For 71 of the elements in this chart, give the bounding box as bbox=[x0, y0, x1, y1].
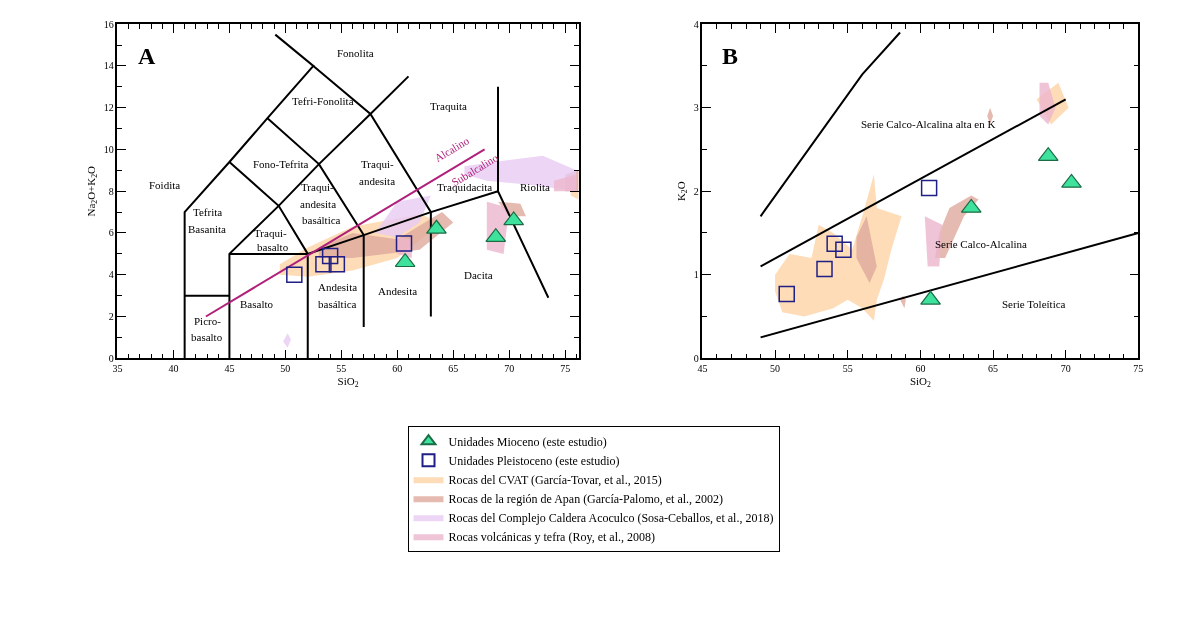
annotation: Traqui- bbox=[361, 158, 394, 170]
y-tick-label: 12 bbox=[103, 102, 114, 114]
annotation: Andesita bbox=[378, 285, 418, 297]
x-tick-label: 70 bbox=[504, 363, 515, 375]
annotation: Tefri-Fonolita bbox=[292, 95, 354, 107]
x-tick-label: 45 bbox=[224, 363, 235, 375]
y-tick-label: 0 bbox=[693, 352, 699, 364]
y-tick-label: 14 bbox=[103, 60, 114, 72]
x-tick-label: 50 bbox=[770, 363, 781, 375]
annotation: Dacita bbox=[464, 269, 493, 281]
annotation: Traqui- bbox=[301, 181, 334, 193]
point bbox=[920, 179, 938, 197]
annotation: Picro- bbox=[194, 315, 222, 327]
annotation: Andesita bbox=[318, 281, 358, 293]
annotation: Basalto bbox=[240, 298, 274, 310]
annotation: basáltica bbox=[302, 214, 341, 226]
point bbox=[1061, 173, 1082, 188]
legend-label: Rocas de la región de Apan (García-Palomo, et al., 2002) bbox=[448, 491, 724, 506]
annotation: Traquita bbox=[430, 100, 467, 112]
x-tick-label: 35 bbox=[112, 363, 123, 375]
legend-label: Rocas del CVAT (García-Tovar, et al., 2015) bbox=[448, 472, 662, 487]
point bbox=[826, 235, 843, 253]
x-tick-label: 65 bbox=[448, 363, 459, 375]
x-tick-label: 65 bbox=[988, 363, 999, 375]
annotation: Foidita bbox=[149, 179, 181, 191]
legend-label: Rocas del Complejo Caldera Acoculco (Sosa-Ceballos, et al., 2018) bbox=[448, 510, 774, 525]
y-tick-label: 0 bbox=[108, 352, 114, 364]
y-tick-label: 2 bbox=[108, 311, 114, 323]
x-tick-label: 55 bbox=[842, 363, 853, 375]
x-tick-label: 60 bbox=[915, 363, 926, 375]
x-tick-label: 75 bbox=[560, 363, 571, 375]
x-tick-label: 50 bbox=[280, 363, 291, 375]
y-tick-label: 1 bbox=[693, 269, 699, 281]
y-tick-label: 6 bbox=[108, 227, 114, 239]
x-axis-title: SiO$_{2}$ bbox=[337, 374, 359, 390]
x-tick-label: 45 bbox=[697, 363, 708, 375]
y-tick-label: 8 bbox=[108, 185, 114, 197]
annotation: basáltica bbox=[318, 298, 357, 310]
annotation: Serie Toleítica bbox=[1002, 298, 1066, 310]
legend-label: Unidades Mioceno (este estudio) bbox=[448, 434, 607, 449]
y-tick-label: 10 bbox=[103, 143, 114, 155]
point bbox=[835, 241, 852, 258]
x-tick-label: 75 bbox=[1133, 363, 1144, 375]
x-tick-label: 70 bbox=[1060, 363, 1071, 375]
annotation: andesita bbox=[300, 198, 337, 210]
y-tick-label: 2 bbox=[693, 185, 699, 197]
point bbox=[816, 260, 833, 278]
annotation: Fono-Tefrita bbox=[253, 158, 309, 170]
annotation: Riolita bbox=[520, 181, 551, 193]
annotation: Tefrita bbox=[193, 206, 223, 218]
y-tick-label: 3 bbox=[693, 102, 699, 114]
text: B bbox=[722, 43, 739, 69]
point bbox=[778, 285, 795, 303]
annotation: andesita bbox=[359, 175, 396, 187]
y-tick-label: 4 bbox=[108, 269, 114, 281]
x-tick-label: 55 bbox=[336, 363, 347, 375]
x-tick-label: 60 bbox=[392, 363, 403, 375]
annotation: Fonolita bbox=[337, 47, 374, 59]
legend-label: Rocas volcánicas y tefra (Roy, et al., 2008) bbox=[448, 529, 655, 544]
annotation: basalto bbox=[191, 331, 223, 343]
annotation: Basanita bbox=[188, 223, 226, 235]
y-tick-label: 16 bbox=[103, 18, 114, 30]
annotation: Traqui- bbox=[254, 227, 287, 239]
annotation: Serie Calco-Alcalina alta en K bbox=[861, 118, 996, 130]
annotation: basalto bbox=[257, 241, 289, 253]
x-axis-title: SiO$_{2}$ bbox=[909, 374, 932, 390]
text: A bbox=[138, 43, 156, 69]
y-tick-label: 4 bbox=[693, 18, 699, 30]
x-tick-label: 40 bbox=[168, 363, 179, 375]
legend-label: Unidades Pleistoceno (este estudio) bbox=[448, 453, 620, 468]
annotation: Serie Calco-Alcalina bbox=[935, 238, 1028, 250]
